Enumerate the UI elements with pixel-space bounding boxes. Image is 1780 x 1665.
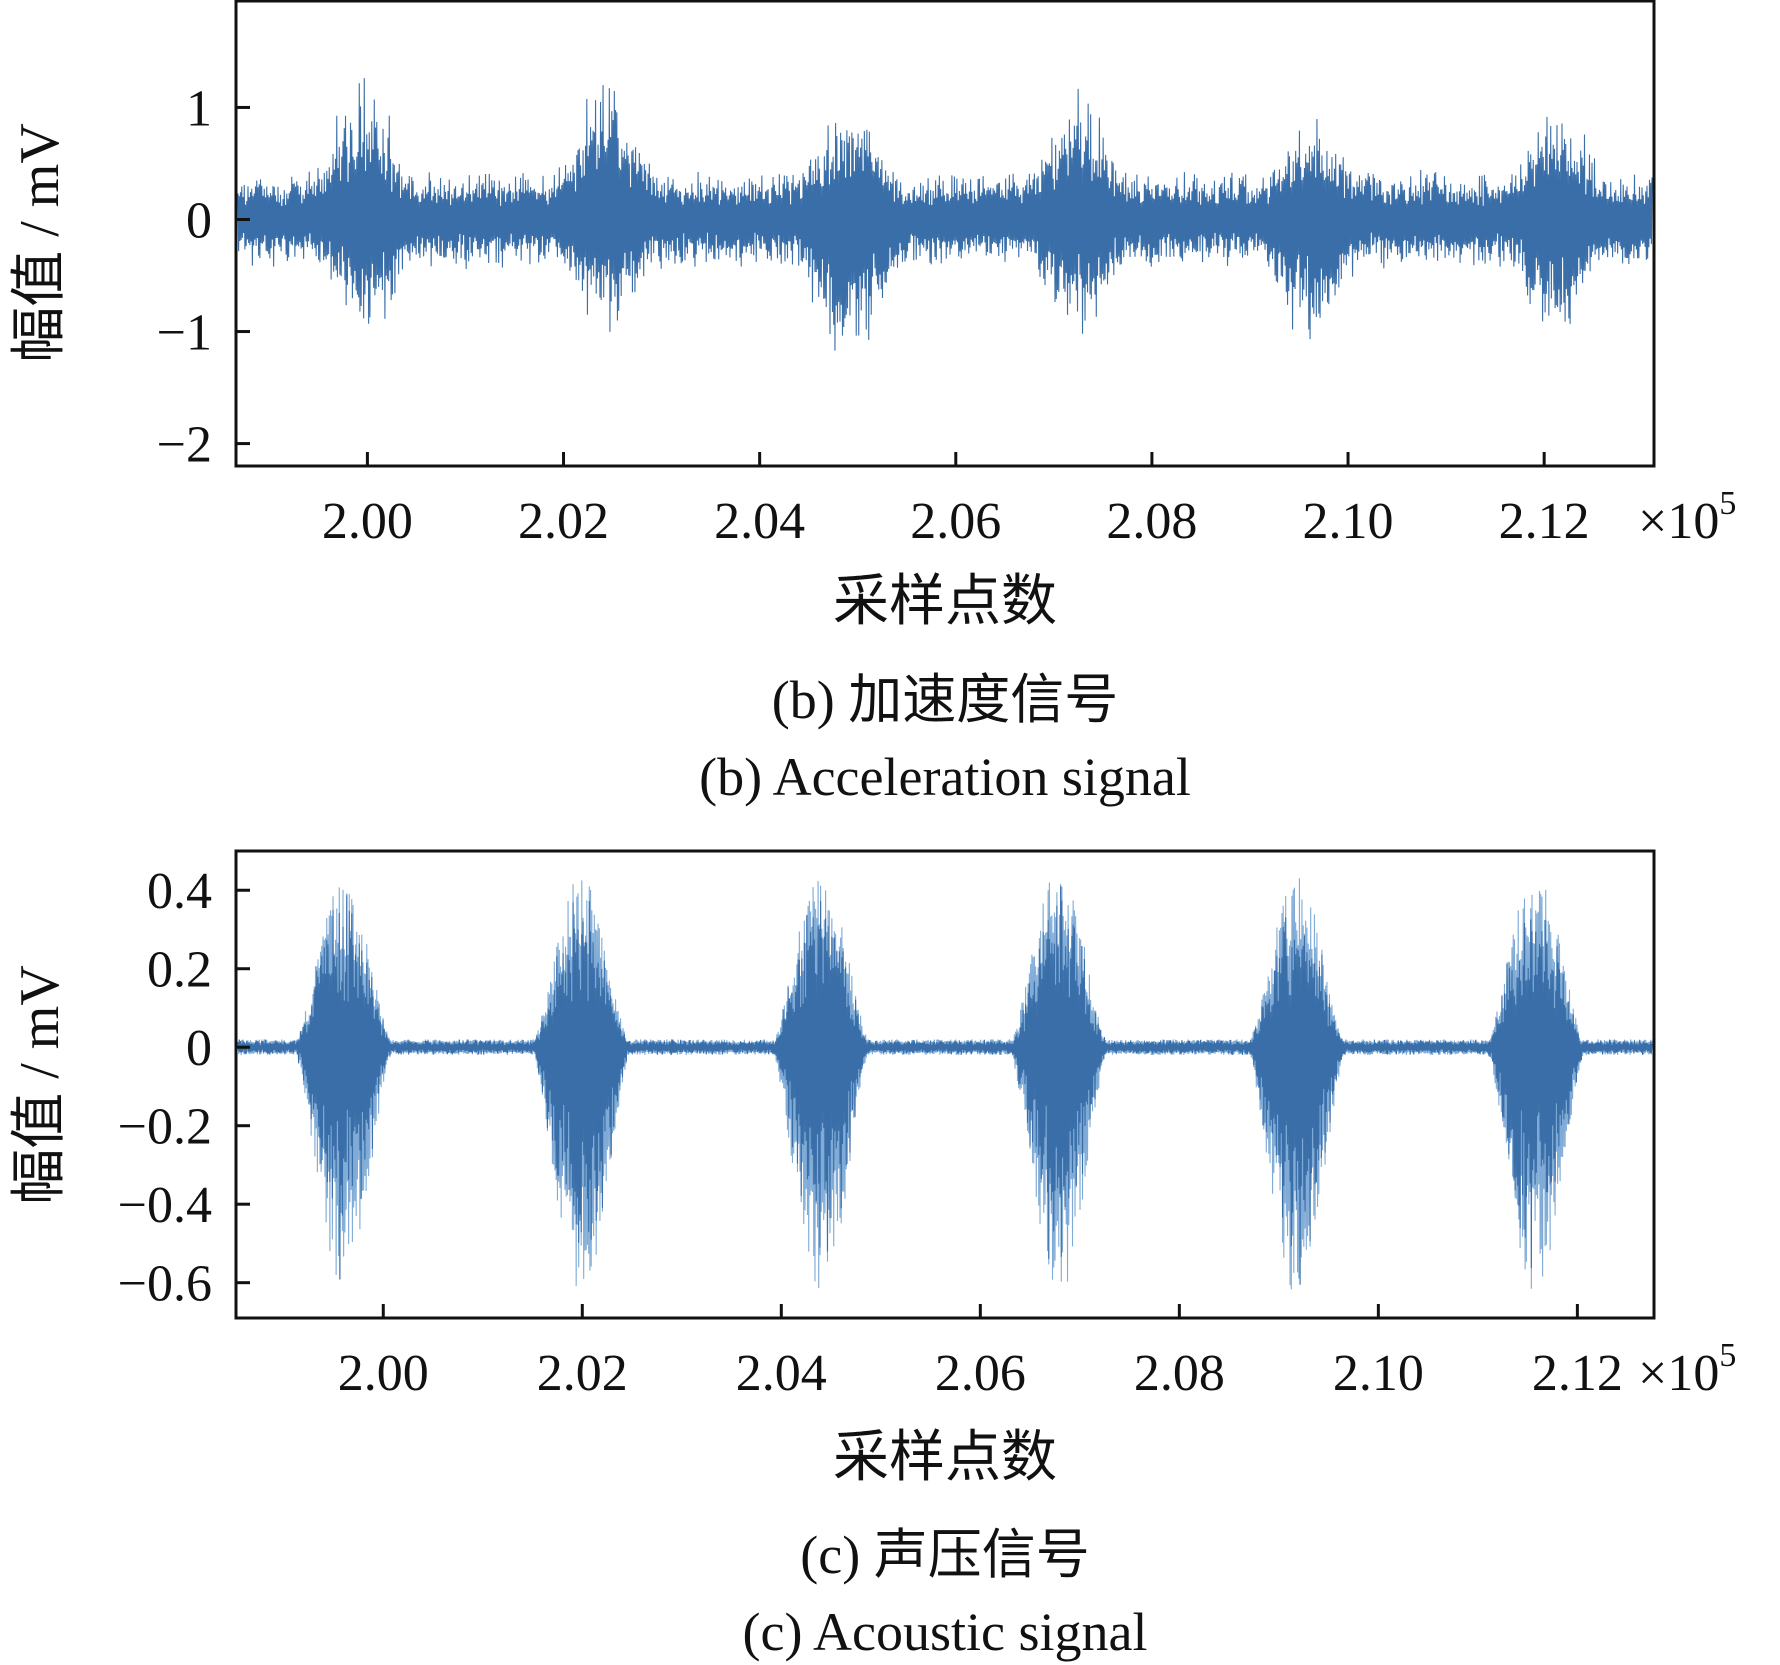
acoustic-signal-line-light [237,878,1653,1290]
x-tick-label: 2.02 [537,1345,628,1402]
y-tick-label: 0 [186,1020,212,1077]
caption-en-c: (c) Acoustic signal [743,1602,1148,1662]
caption-en-b: (b) Acceleration signal [699,747,1191,807]
x-tick-label: 2.00 [322,493,413,550]
chart-panel-b: 2.00 2.02 2.04 2.06 2.08 2.10 2.12 1 0 −1 −2 ×105… [9,0,1736,807]
y-axis-title-b: 幅值 / mV [9,123,71,363]
y-tick-label: 0.4 [147,863,212,920]
plot-frame-c [234,849,1656,1320]
y-axis-title-c: 幅值 / mV [9,965,71,1205]
caption-cn-b: (b) 加速度信号 [772,670,1118,730]
y-tick-label: −1 [157,305,212,362]
y-tick-label: −2 [157,417,212,474]
x-tick-label: 2.08 [1106,493,1197,550]
x-multiplier-c: ×105 [1638,1337,1736,1402]
y-tick-label: 0.2 [147,942,212,999]
caption-cn-c: (c) 声压信号 [800,1525,1089,1585]
y-tick-label: 0 [186,192,212,249]
x-axis-title-b: 采样点数 [833,571,1057,633]
x-tick-label: 2.06 [935,1345,1026,1402]
x-tick-label: 2.10 [1333,1345,1424,1402]
y-tick-label: −0.6 [118,1256,212,1313]
y-tick-label: −0.4 [118,1177,212,1234]
acceleration-signal-line [237,78,1653,351]
y-axis-ticks-b: 1 0 −1 −2 [157,80,250,474]
x-multiplier-b: ×105 [1638,485,1736,550]
x-tick-label: 2.02 [518,493,609,550]
x-axis-ticks-c: 2.00 2.02 2.04 2.06 2.08 2.10 2.12 [338,1304,1623,1402]
y-tick-label: 1 [186,80,212,137]
x-tick-label: 2.12 [1532,1345,1623,1402]
x-tick-label: 2.00 [338,1345,429,1402]
x-axis-ticks-b: 2.00 2.02 2.04 2.06 2.08 2.10 2.12 [322,452,1590,550]
x-tick-label: 2.08 [1134,1345,1225,1402]
x-axis-title-c: 采样点数 [833,1427,1057,1489]
x-tick-label: 2.04 [736,1345,827,1402]
y-axis-ticks-c: 0.4 0.2 0 −0.2 −0.4 −0.6 [118,863,250,1313]
x-tick-label: 2.04 [714,493,805,550]
plot-frame-b [234,0,1656,468]
acoustic-signal-line [237,886,1653,1285]
x-tick-label: 2.10 [1303,493,1394,550]
y-tick-label: −0.2 [118,1099,212,1156]
x-tick-label: 2.12 [1499,493,1590,550]
chart-panel-c: 2.00 2.02 2.04 2.06 2.08 2.10 2.12 0.4 0.2 0 −0.2… [9,849,1736,1662]
x-tick-label: 2.06 [910,493,1001,550]
